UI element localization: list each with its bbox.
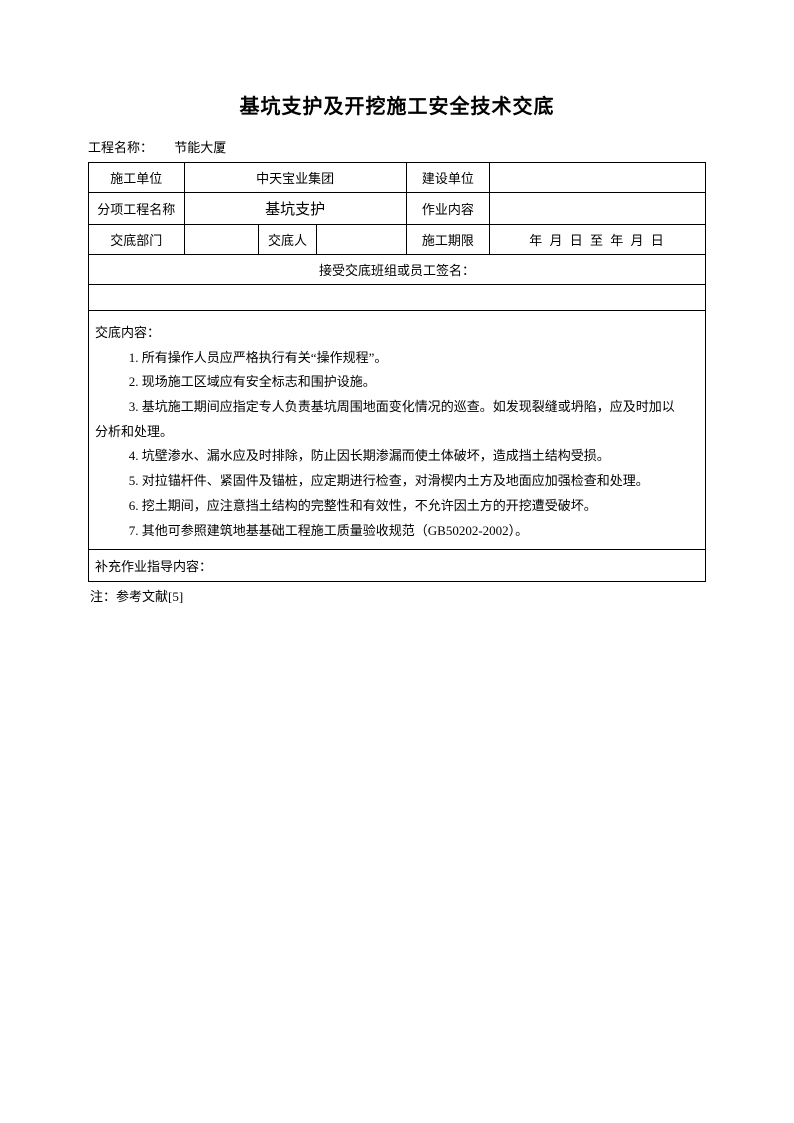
content-item-cont: 分析和处理。 xyxy=(95,420,699,445)
table-row xyxy=(89,285,706,311)
form-table: 施工单位 中天宝业集团 建设单位 分项工程名称 基坑支护 作业内容 交底部门 交… xyxy=(88,162,706,582)
cell-dept-value xyxy=(184,225,258,255)
cell-person-label: 交底人 xyxy=(258,225,317,255)
content-item: 1. 所有操作人员应严格执行有关“操作规程”。 xyxy=(95,346,699,371)
cell-work-content-label: 作业内容 xyxy=(406,193,489,225)
cell-person-value xyxy=(317,225,406,255)
doc-title: 基坑支护及开挖施工安全技术交底 xyxy=(88,90,706,119)
content-cell: 交底内容： 1. 所有操作人员应严格执行有关“操作规程”。 2. 现场施工区域应… xyxy=(89,311,706,550)
table-row: 分项工程名称 基坑支护 作业内容 xyxy=(89,193,706,225)
cell-period-label: 施工期限 xyxy=(406,225,489,255)
table-row: 交底内容： 1. 所有操作人员应严格执行有关“操作规程”。 2. 现场施工区域应… xyxy=(89,311,706,550)
content-item: 6. 挖土期间，应注意挡土结构的完整性和有效性，不允许因土方的开挖遭受破坏。 xyxy=(95,494,699,519)
footer-note: 注：参考文献[5] xyxy=(88,586,706,605)
content-heading: 交底内容： xyxy=(95,321,699,346)
cell-subproject-label: 分项工程名称 xyxy=(89,193,185,225)
table-row: 接受交底班组或员工签名： xyxy=(89,255,706,285)
cell-work-content-value xyxy=(490,193,706,225)
content-item: 5. 对拉锚杆件、紧固件及锚桩，应定期进行检查，对滑楔内土方及地面应加强检查和处… xyxy=(95,469,699,494)
project-line: 工程名称： 节能大厦 xyxy=(88,137,706,156)
cell-period-value: 年 月 日 至 年 月 日 xyxy=(490,225,706,255)
table-row: 施工单位 中天宝业集团 建设单位 xyxy=(89,163,706,193)
cell-build-unit-label: 建设单位 xyxy=(406,163,489,193)
cell-dept-label: 交底部门 xyxy=(89,225,185,255)
signature-cell: 接受交底班组或员工签名： xyxy=(89,255,706,285)
cell-construction-unit-value: 中天宝业集团 xyxy=(184,163,406,193)
table-row: 交底部门 交底人 施工期限 年 月 日 至 年 月 日 xyxy=(89,225,706,255)
cell-construction-unit-label: 施工单位 xyxy=(89,163,185,193)
content-item: 4. 坑壁渗水、漏水应及时排除，防止因长期渗漏而使土体破坏，造成挡土结构受损。 xyxy=(95,444,699,469)
project-label: 工程名称： xyxy=(88,140,153,155)
cell-build-unit-value xyxy=(490,163,706,193)
content-item: 3. 基坑施工期间应指定专人负责基坑周围地面变化情况的巡查。如发现裂缝或坍陷，应… xyxy=(95,395,699,420)
blank-cell xyxy=(89,285,706,311)
project-value: 节能大厦 xyxy=(174,140,226,155)
table-row: 补充作业指导内容： xyxy=(89,550,706,582)
cell-subproject-value: 基坑支护 xyxy=(184,193,406,225)
content-item: 2. 现场施工区域应有安全标志和围护设施。 xyxy=(95,370,699,395)
content-item: 7. 其他可参照建筑地基基础工程施工质量验收规范（GB50202-2002）。 xyxy=(95,519,699,544)
supplement-cell: 补充作业指导内容： xyxy=(89,550,706,582)
